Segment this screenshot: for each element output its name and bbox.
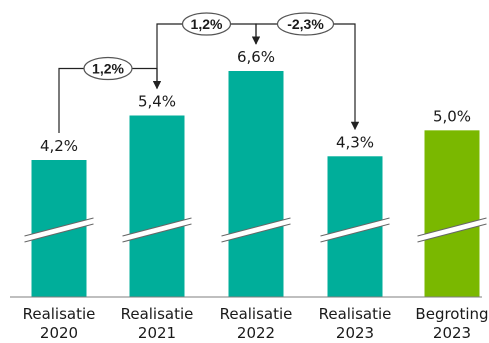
labels-layer: 4,2%Realisatie20205,4%Realisatie20216,6%… bbox=[23, 48, 489, 342]
category-label-1-line1: Realisatie bbox=[121, 305, 194, 323]
category-label-2-line2: 2022 bbox=[237, 324, 275, 342]
change-label-2: -2,3% bbox=[287, 16, 324, 32]
category-label-3-line1: Realisatie bbox=[319, 305, 392, 323]
axis-break-line-top-1 bbox=[122, 217, 192, 237]
category-label-0-line1: Realisatie bbox=[23, 305, 96, 323]
change-label-0: 1,2% bbox=[92, 61, 124, 77]
change-label-1: 1,2% bbox=[191, 16, 223, 32]
axis-break-line-bottom-0 bbox=[24, 223, 94, 243]
bar-2 bbox=[228, 71, 284, 297]
axis-break-line-bottom-2 bbox=[221, 223, 291, 243]
bar-4 bbox=[424, 130, 480, 297]
axis-break-mark-1 bbox=[122, 217, 192, 243]
category-label-3-line2: 2023 bbox=[336, 324, 374, 342]
axis-break-line-bottom-3 bbox=[320, 223, 390, 243]
axis-break-gap-1 bbox=[122, 218, 192, 242]
change-bubble-2 bbox=[276, 12, 335, 36]
bars-layer bbox=[24, 71, 487, 297]
axis-break-line-top-0 bbox=[24, 217, 94, 237]
axis-break-line-top-3 bbox=[320, 217, 390, 237]
value-label-1: 5,4% bbox=[138, 93, 176, 111]
category-label-1-line2: 2021 bbox=[138, 324, 176, 342]
change-connectors-layer: 1,2% 1,2% -2,3% bbox=[58, 12, 360, 133]
axis-break-line-top-4 bbox=[417, 217, 487, 237]
axis-break-line-bottom-4 bbox=[417, 223, 487, 243]
axis-break-gap-0 bbox=[24, 218, 94, 242]
axis-break-mark-2 bbox=[221, 217, 291, 243]
axis-break-gap-3 bbox=[320, 218, 390, 242]
value-label-0: 4,2% bbox=[40, 137, 78, 155]
value-label-3: 4,3% bbox=[336, 133, 374, 151]
value-label-4: 5,0% bbox=[433, 107, 471, 125]
bar-1 bbox=[129, 115, 185, 297]
change-bubble-1 bbox=[181, 12, 232, 36]
change-bubble-0 bbox=[83, 56, 133, 81]
category-label-0-line2: 2020 bbox=[40, 324, 78, 342]
axis-break-mark-4 bbox=[417, 217, 487, 243]
axis-break-gap-4 bbox=[417, 218, 487, 242]
category-label-4-line2: 2023 bbox=[433, 324, 471, 342]
change-connector-2: -2,3% bbox=[255, 12, 360, 131]
axis-break-line-top-2 bbox=[221, 217, 291, 237]
axis-break-gap-2 bbox=[221, 218, 291, 242]
axis-break-mark-3 bbox=[320, 217, 390, 243]
category-label-2-line1: Realisatie bbox=[220, 305, 293, 323]
value-label-2: 6,6% bbox=[237, 48, 275, 66]
category-label-4-line1: Begroting bbox=[415, 305, 488, 323]
axis-break-line-bottom-1 bbox=[122, 223, 192, 243]
change-connector-1: 1,2% bbox=[156, 12, 261, 89]
axis-break-mark-0 bbox=[24, 217, 94, 243]
